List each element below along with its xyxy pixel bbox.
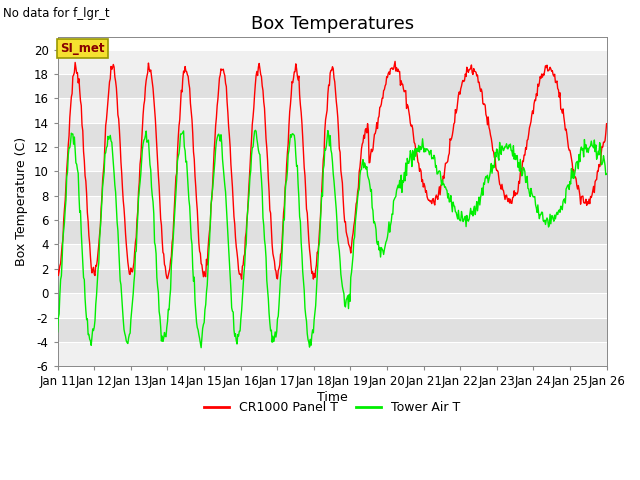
X-axis label: Time: Time (317, 391, 348, 404)
Bar (58, 98, 607, 122)
Bar (58, 196, 607, 220)
Bar (58, 244, 607, 269)
Bar (58, 49, 607, 74)
Text: No data for f_lgr_t: No data for f_lgr_t (3, 7, 110, 20)
Bar (58, 122, 607, 147)
Bar (58, 147, 607, 171)
Bar (58, 74, 607, 98)
Y-axis label: Box Temperature (C): Box Temperature (C) (15, 137, 28, 266)
Legend: CR1000 Panel T, Tower Air T: CR1000 Panel T, Tower Air T (198, 396, 465, 420)
Bar (58, 171, 607, 196)
Bar (58, 293, 607, 318)
Bar (58, 269, 607, 293)
Text: SI_met: SI_met (60, 42, 105, 55)
Bar (58, 220, 607, 244)
Title: Box Temperatures: Box Temperatures (250, 15, 413, 33)
Bar (58, 318, 607, 342)
Bar (58, 342, 607, 366)
